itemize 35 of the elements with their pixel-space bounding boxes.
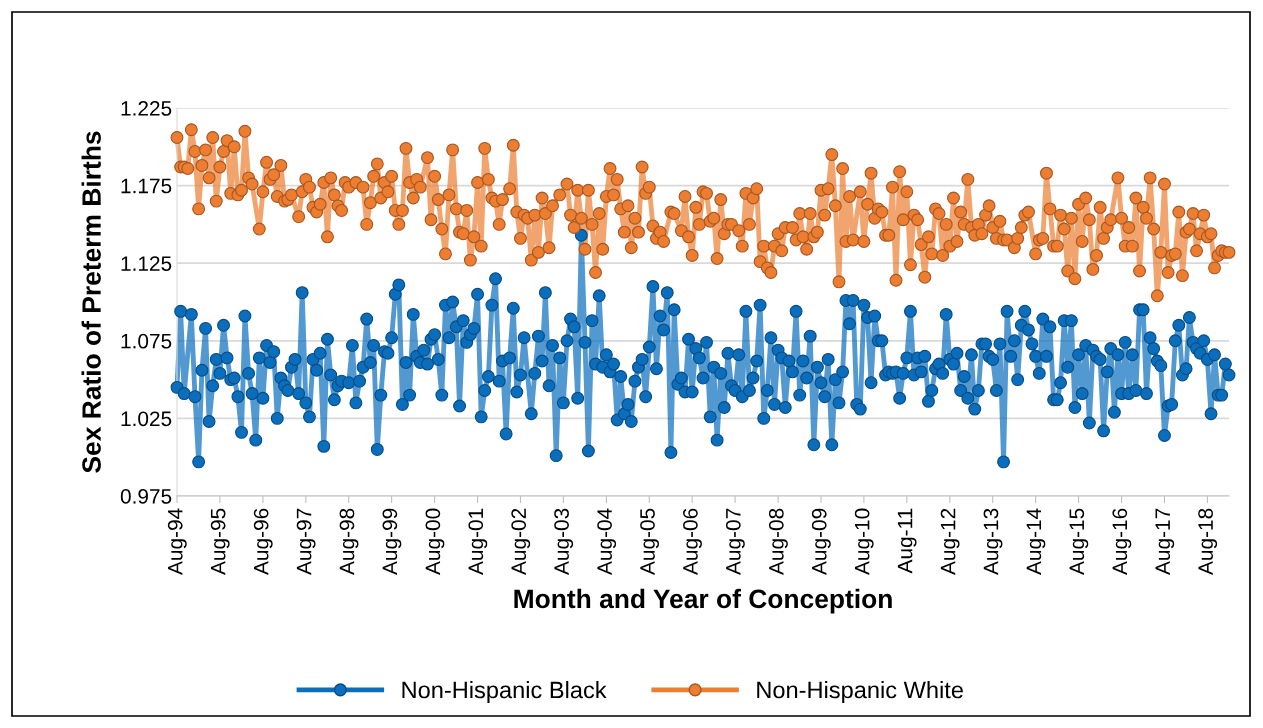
x-tick-label: Aug-12 <box>940 508 960 575</box>
x-tick-label: Aug-07 <box>725 508 745 575</box>
x-tick-label: Aug-13 <box>983 508 1003 575</box>
x-tick-label: Aug-98 <box>339 508 359 575</box>
x-tick-label: Aug-03 <box>554 508 574 575</box>
legend-label: Non-Hispanic Black <box>402 681 607 704</box>
x-tick-label: Aug-01 <box>468 508 488 575</box>
x-tick-label: Aug-10 <box>854 508 874 575</box>
x-tick-label: Aug-96 <box>253 508 273 575</box>
x-tick-label: Aug-00 <box>425 508 445 575</box>
x-tick-label: Aug-09 <box>811 508 831 575</box>
x-tick-label: Aug-95 <box>210 508 230 575</box>
legend-label: Non-Hispanic White <box>757 681 963 704</box>
x-tick-label: Aug-14 <box>1026 508 1046 575</box>
x-tick-label: Aug-16 <box>1112 508 1132 575</box>
x-tick-label: Aug-94 <box>167 508 187 575</box>
x-tick-label: Aug-17 <box>1155 508 1175 575</box>
y-tick-label: 1.225 <box>121 101 172 116</box>
x-tick-label: Aug-11 <box>897 508 917 574</box>
y-tick-label: 1.125 <box>121 256 172 271</box>
x-axis-title: Month and Year of Conception <box>514 588 892 614</box>
x-tick-label: Aug-97 <box>296 508 316 575</box>
y-tick-label: 1.025 <box>121 411 172 427</box>
y-axis-title: Sex Ratio of Preterm Births <box>81 131 101 473</box>
x-tick-label: Aug-04 <box>597 508 617 575</box>
x-tick-label: Aug-02 <box>511 508 531 575</box>
x-tick-label: Aug-08 <box>768 508 788 575</box>
y-tick-label: 1.175 <box>121 178 172 194</box>
y-tick-label: 0.975 <box>120 489 172 504</box>
x-tick-label: Aug-99 <box>382 508 402 575</box>
x-tick-label: Aug-18 <box>1198 508 1218 575</box>
x-tick-label: Aug-05 <box>640 508 659 575</box>
y-tick-label: 1.075 <box>121 333 172 349</box>
x-tick-label: Aug-06 <box>683 508 702 575</box>
x-tick-label: Aug-15 <box>1069 508 1089 575</box>
